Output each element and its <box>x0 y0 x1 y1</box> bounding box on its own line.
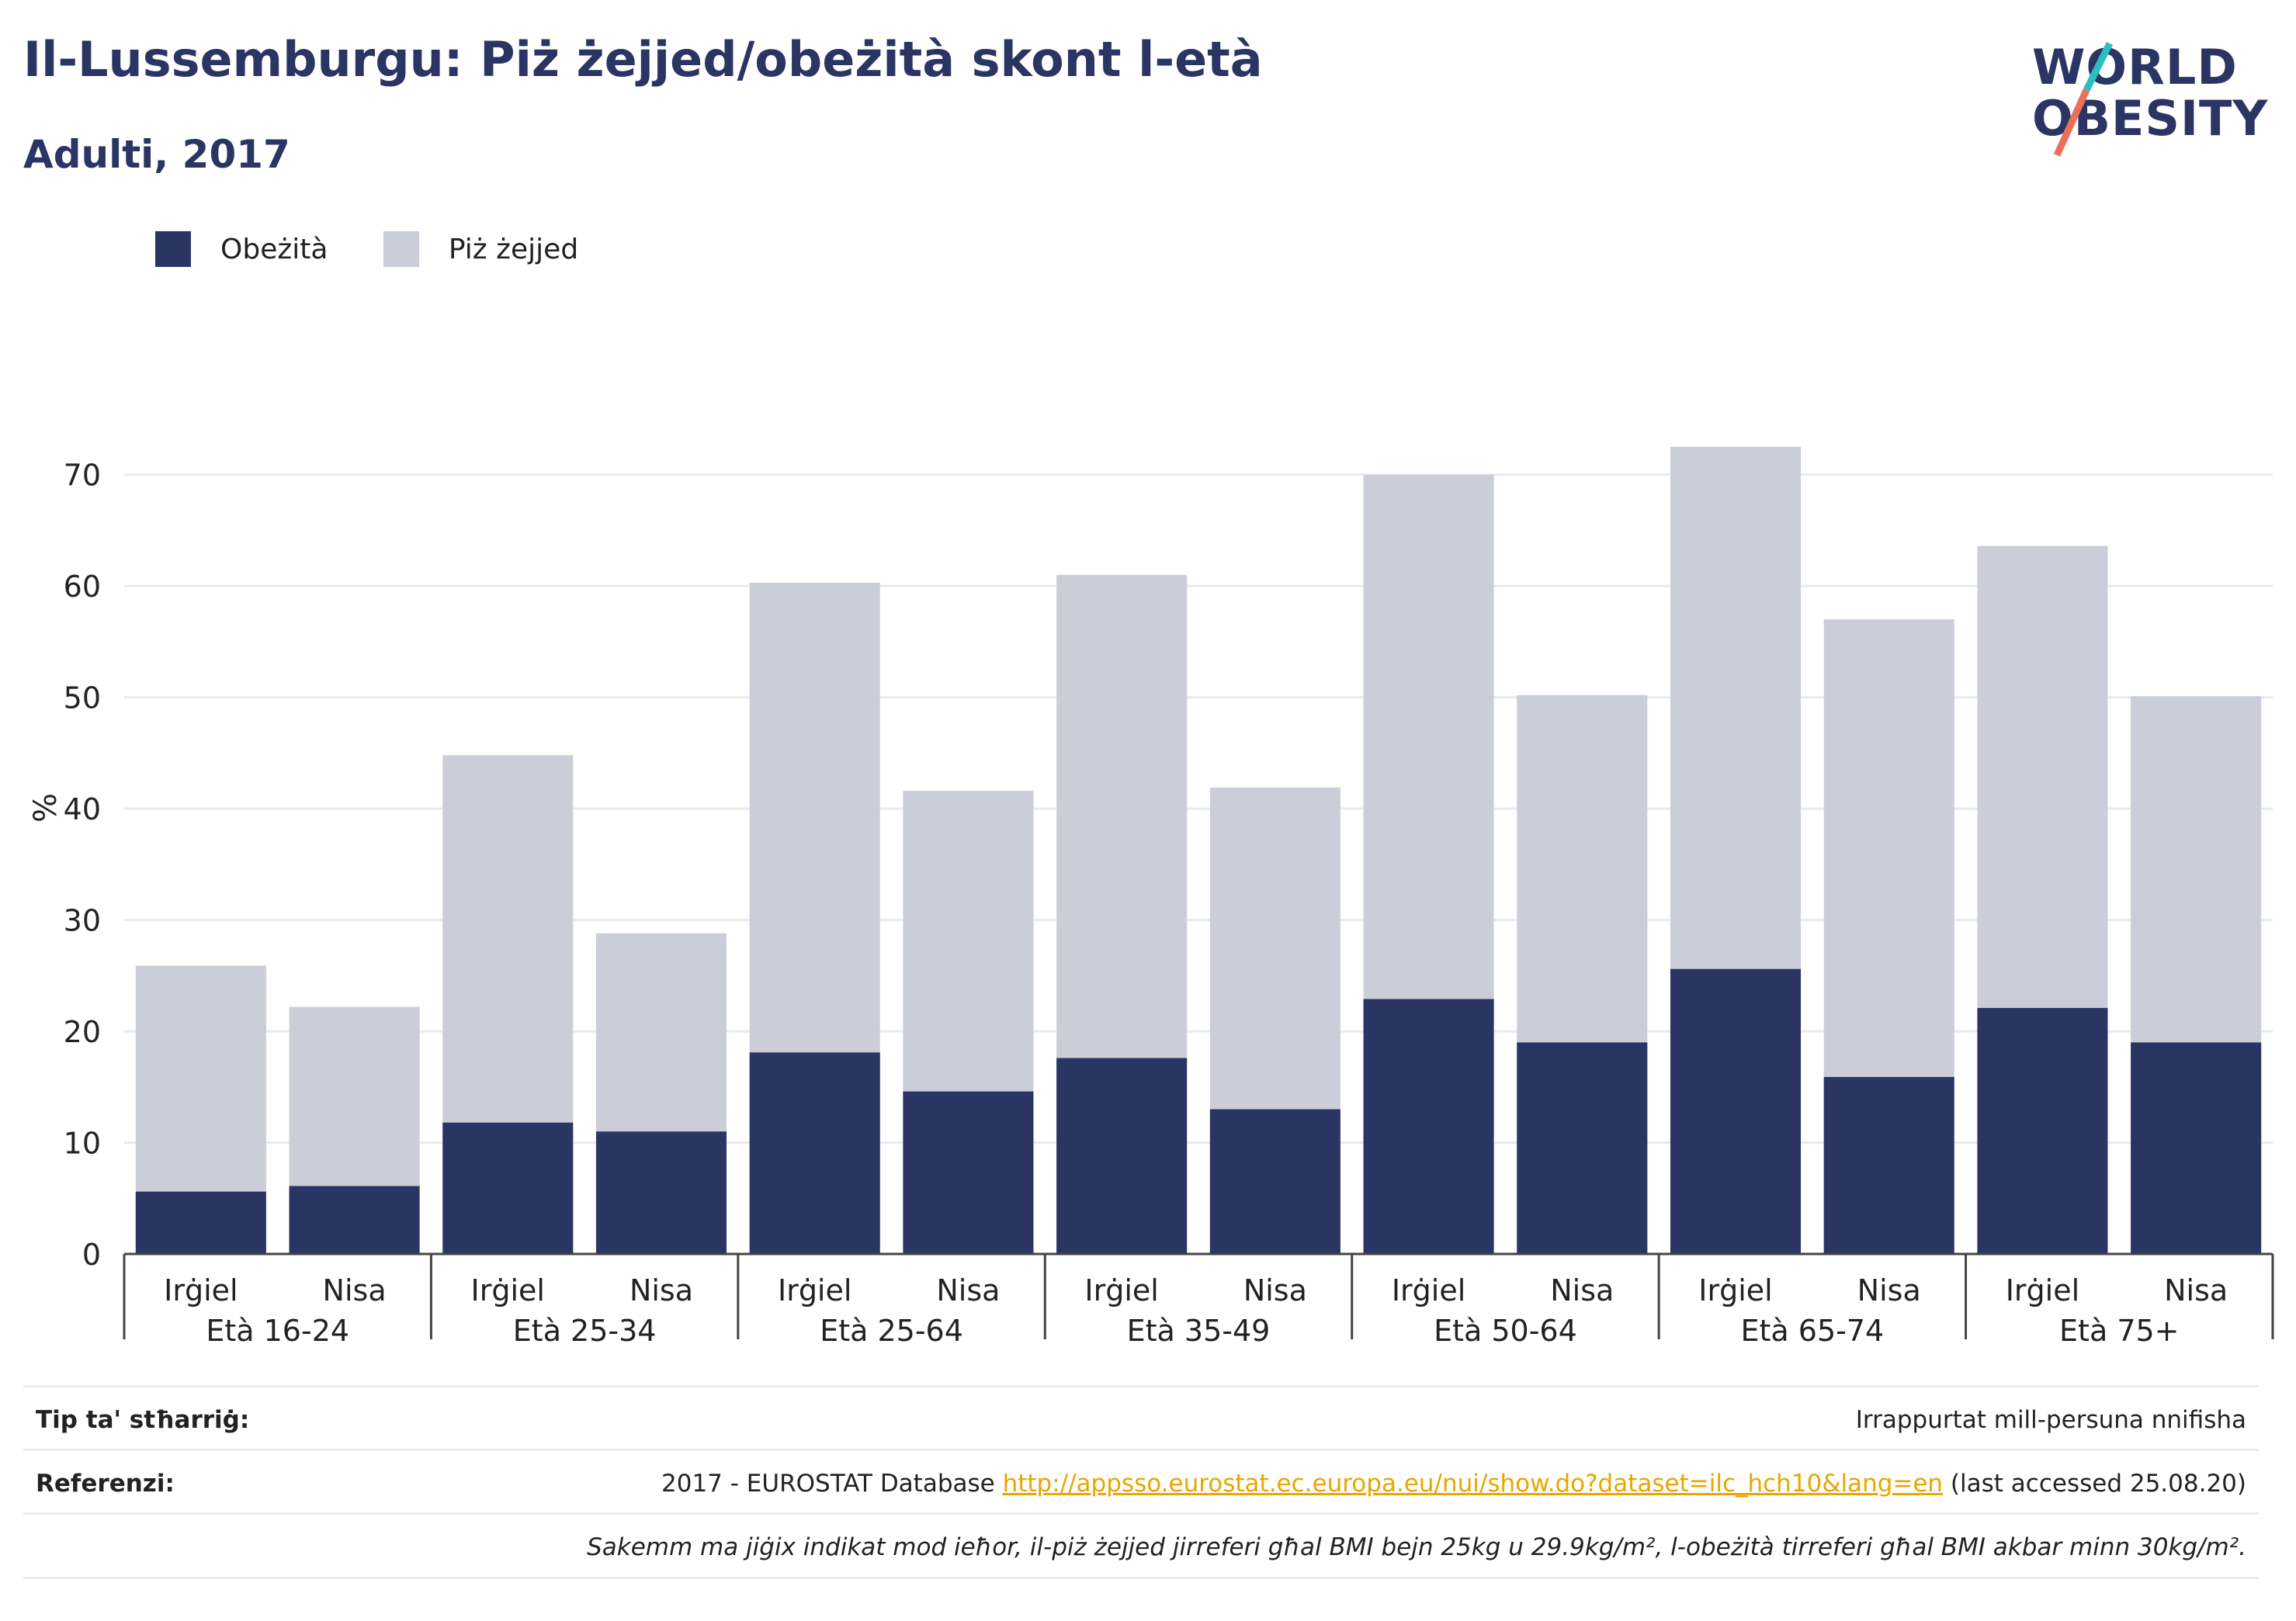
y-tick-label: 20 <box>64 1015 101 1049</box>
footer-row-survey-type: Tip ta' stħarriġ: Irrappurtat mill-persu… <box>23 1385 2259 1450</box>
x-tick-label: Nisa <box>323 1273 387 1308</box>
x-tick-label: Nisa <box>629 1273 693 1308</box>
bar-obesity <box>1517 1042 1648 1254</box>
x-tick-label: Nisa <box>1550 1273 1614 1308</box>
reference-source: 2017 - EUROSTAT Database <box>661 1470 1003 1498</box>
y-tick-label: 0 <box>82 1238 101 1272</box>
y-tick-label: 30 <box>64 904 101 938</box>
y-tick-label: 60 <box>64 570 101 604</box>
x-tick-label: Irġiel <box>2006 1273 2079 1308</box>
bar-obesity <box>1977 1007 2108 1254</box>
world-obesity-logo: WORLD OBESITY <box>2018 39 2274 163</box>
bar-obesity <box>1209 1109 1340 1254</box>
bar-obesity <box>135 1191 266 1254</box>
references-value: 2017 - EUROSTAT Database http://appsso.e… <box>661 1470 2246 1498</box>
group-label: Età 35-49 <box>1127 1314 1271 1348</box>
x-tick-label: Irġiel <box>1392 1273 1465 1308</box>
reference-link[interactable]: http://appsso.eurostat.ec.europa.eu/nui/… <box>1002 1470 1944 1498</box>
references-label: Referenzi: <box>36 1470 175 1498</box>
bar-chart: 0 10 20 30 40 50 60 70 Irġiel Nisa Irġiel Nisa Irġie… <box>64 446 2274 1348</box>
group-label: Età 25-64 <box>820 1314 963 1348</box>
y-tick-label: 50 <box>64 681 101 715</box>
logo-text-world: WORLD <box>2032 39 2238 95</box>
x-tick-label: Nisa <box>1857 1273 1921 1308</box>
x-tick-label: Nisa <box>936 1273 1000 1308</box>
reference-accessed: (last accessed 25.08.20) <box>1943 1470 2246 1498</box>
legend-item-overweight: Piż żejjed <box>383 231 578 267</box>
bar-obesity <box>1056 1058 1188 1254</box>
x-tick-label: Irġiel <box>1084 1273 1158 1308</box>
legend-label-overweight: Piż żejjed <box>448 233 579 265</box>
x-tick-label: Irġiel <box>778 1273 851 1308</box>
y-tick-label: 70 <box>64 459 101 493</box>
bar-obesity <box>2131 1042 2262 1254</box>
footer-row-references: Referenzi: 2017 - EUROSTAT Database http… <box>23 1449 2259 1513</box>
legend-swatch-obesity <box>155 231 191 267</box>
bar-obesity <box>1823 1076 1954 1254</box>
legend-item-obesity: Obeżità <box>155 231 328 267</box>
bar-obesity <box>1670 968 1802 1254</box>
survey-type-label: Tip ta' stħarriġ: <box>36 1406 250 1434</box>
group-label: Età 65-74 <box>1741 1314 1885 1348</box>
bmi-definition-note: Sakemm ma jiġix indikat mod ieħor, il-pi… <box>587 1533 2246 1561</box>
chart-legend: Obeżità Piż żejjed <box>155 231 625 274</box>
group-label: Età 25-34 <box>513 1314 657 1348</box>
survey-type-value: Irrappurtat mill-persuna nnifisha <box>1855 1406 2246 1434</box>
logo-slash-icon <box>2053 41 2114 157</box>
x-tick-label: Irġiel <box>164 1273 238 1308</box>
bar-obesity <box>749 1052 880 1254</box>
y-tick-label: 10 <box>64 1127 101 1161</box>
y-tick-label: 40 <box>64 792 101 826</box>
legend-label-obesity: Obeżità <box>220 233 328 265</box>
bar-obesity <box>595 1131 727 1254</box>
group-label: Età 75+ <box>2059 1314 2179 1348</box>
bar-obesity <box>289 1186 420 1254</box>
bar-obesity <box>903 1091 1034 1254</box>
x-tick-label: Nisa <box>2164 1273 2228 1308</box>
legend-swatch-overweight <box>383 231 419 267</box>
group-label: Età 50-64 <box>1434 1314 1577 1348</box>
chart-subtitle: Adulti, 2017 <box>23 132 290 177</box>
chart-title: Il-Lussemburgu: Piż żejjed/obeżità skont… <box>23 31 1263 88</box>
x-tick-label: Irġiel <box>1698 1273 1772 1308</box>
bar-obesity <box>1363 999 1494 1254</box>
group-label: Età 16-24 <box>206 1314 349 1348</box>
x-tick-label: Irġiel <box>471 1273 545 1308</box>
footer-row-note: Sakemm ma jiġix indikat mod ieħor, il-pi… <box>23 1512 2259 1579</box>
bar-obesity <box>442 1122 574 1254</box>
x-tick-label: Nisa <box>1243 1273 1307 1308</box>
